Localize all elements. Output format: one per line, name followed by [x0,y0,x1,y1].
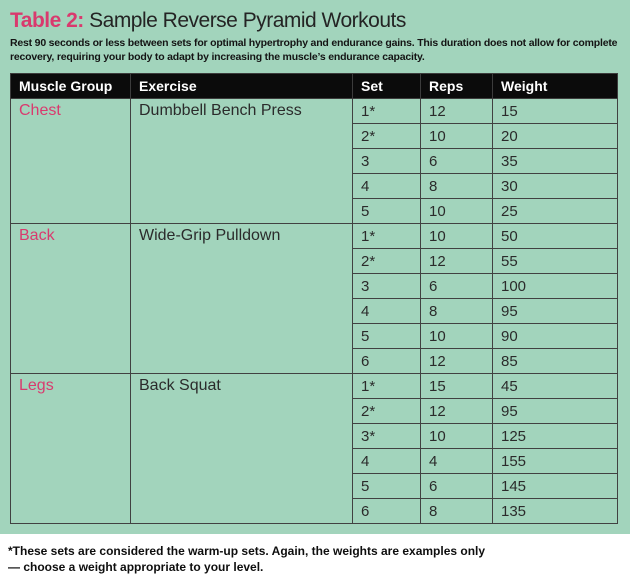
col-header-muscle-group: Muscle Group [10,73,131,99]
set-cell: 3* [352,423,421,449]
set-cell: 2* [352,248,421,274]
reps-cell: 6 [420,148,493,174]
weight-cell: 45 [492,373,618,399]
set-cell: 5 [352,198,421,224]
table-row: 4 8 30 [11,173,618,199]
weight-cell: 155 [492,448,618,474]
table-row: 6 12 85 [11,348,618,374]
reps-cell: 10 [420,198,493,224]
weight-cell: 35 [492,148,618,174]
reps-cell: 4 [420,448,493,474]
reps-cell: 8 [420,298,493,324]
table-row: 6 8 135 [11,498,618,524]
table-title-text: Sample Reverse Pyramid Workouts [83,9,406,32]
reps-cell: 10 [420,323,493,349]
weight-cell: 85 [492,348,618,374]
weight-cell: 95 [492,298,618,324]
set-cell: 3 [352,273,421,299]
footnote: *These sets are considered the warm-up s… [8,544,486,574]
weight-cell: 100 [492,273,618,299]
weight-cell: 95 [492,398,618,424]
table-row: 2* 12 95 [11,398,618,424]
weight-cell: 15 [492,98,618,124]
weight-cell: 145 [492,473,618,499]
weight-cell: 25 [492,198,618,224]
workout-table: Muscle Group Exercise Set Reps Weight Ch… [10,73,618,524]
set-cell: 3 [352,148,421,174]
table-row: Chest Dumbbell Bench Press 1* 12 15 [10,98,618,224]
reps-cell: 12 [420,348,493,374]
table-row: 5 10 25 [11,198,618,224]
exercise-cell: Dumbbell Bench Press [130,98,353,224]
reps-cell: 10 [420,123,493,149]
reps-cell: 12 [420,98,493,124]
set-cell: 6 [352,348,421,374]
reps-cell: 10 [420,423,493,449]
set-cell: 4 [352,173,421,199]
table-row: 3 6 35 [11,148,618,174]
table-number-label: Table 2: [10,9,84,32]
set-cell: 5 [352,323,421,349]
set-cell: 1* [352,98,421,124]
muscle-group-cell: Legs [10,373,131,524]
table-row: 4 4 155 [11,448,618,474]
reps-cell: 8 [420,173,493,199]
reps-cell: 12 [420,248,493,274]
weight-cell: 90 [492,323,618,349]
table-row: Back Wide-Grip Pulldown 1* 10 50 [10,223,618,374]
table-row: 2* 10 20 [11,123,618,149]
table-row: 4 8 95 [11,298,618,324]
exercise-cell: Back Squat [130,373,353,524]
col-header-weight: Weight [492,73,618,99]
reps-cell: 6 [420,273,493,299]
table-panel: Table 2: Sample Reverse Pyramid Workouts… [0,0,630,534]
weight-cell: 30 [492,173,618,199]
weight-cell: 50 [492,223,618,249]
set-cell: 1* [352,223,421,249]
col-header-reps: Reps [420,73,493,99]
exercise-cell: Wide-Grip Pulldown [130,223,353,374]
weight-cell: 55 [492,248,618,274]
set-cell: 1* [352,373,421,399]
table-row: Legs Back Squat 1* 15 45 [10,373,618,524]
set-cell: 5 [352,473,421,499]
weight-cell: 125 [492,423,618,449]
page-title: Table 2: Sample Reverse Pyramid Workouts [10,9,620,33]
weight-cell: 20 [492,123,618,149]
set-cell: 4 [352,448,421,474]
weight-cell: 135 [492,498,618,524]
header-row: Muscle Group Exercise Set Reps Weight [10,73,618,99]
reps-cell: 6 [420,473,493,499]
muscle-group-cell: Back [10,223,131,374]
col-header-set: Set [352,73,421,99]
col-header-exercise: Exercise [130,73,353,99]
table-description: Rest 90 seconds or less between sets for… [10,37,618,63]
reps-cell: 10 [420,223,493,249]
set-cell: 6 [352,498,421,524]
reps-cell: 15 [420,373,493,399]
table-row: 3* 10 125 [11,423,618,449]
set-cell: 2* [352,398,421,424]
table-row: 3 6 100 [11,273,618,299]
set-cell: 2* [352,123,421,149]
reps-cell: 12 [420,398,493,424]
muscle-group-cell: Chest [10,98,131,224]
reps-cell: 8 [420,498,493,524]
set-cell: 4 [352,298,421,324]
workout-table-body: Chest Dumbbell Bench Press 1* 12 15 2* 10 20 3 6 3… [10,98,618,524]
